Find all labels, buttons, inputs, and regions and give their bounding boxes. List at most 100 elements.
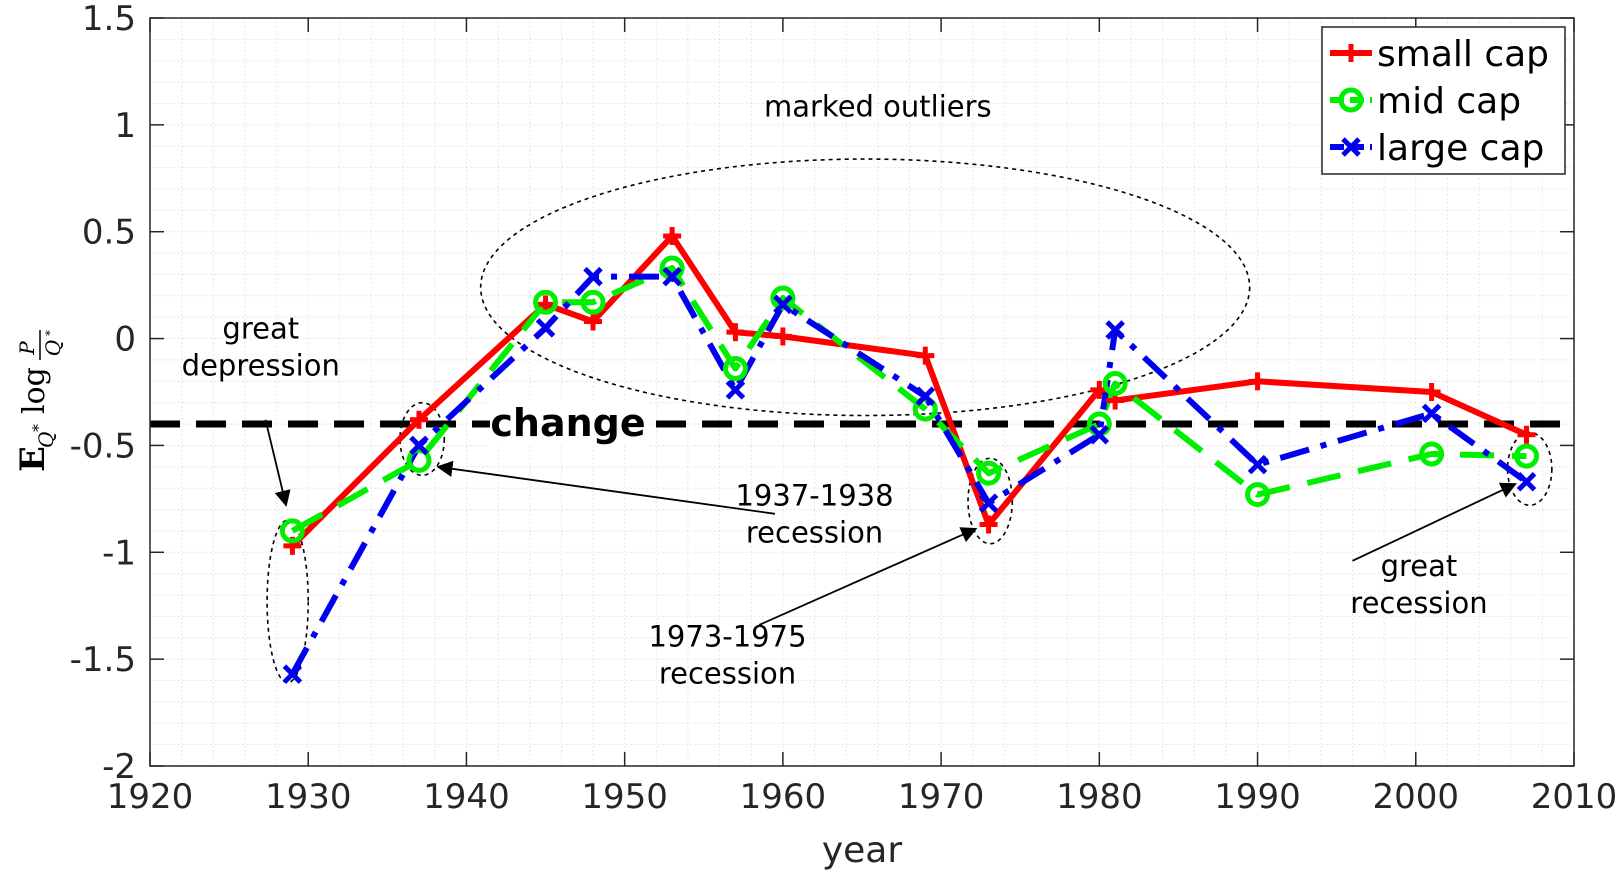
data-point-small-cap [773, 327, 792, 346]
data-point-mid-cap [406, 447, 432, 473]
data-point-mid-cap [722, 355, 748, 381]
marker-stroke [915, 386, 936, 407]
marker-stroke [1089, 424, 1110, 445]
data-point-large-cap [978, 493, 999, 513]
annotation-text: 1937-1938 [735, 478, 893, 512]
x-axis-label: year [822, 830, 903, 871]
annotation-text: marked outliers [764, 89, 992, 123]
x-tick-label: 1960 [740, 777, 827, 817]
svg-text:*: * [43, 330, 57, 336]
data-point-large-cap [662, 266, 682, 287]
data-point-large-cap [535, 318, 556, 338]
data-point-small-cap [584, 312, 603, 331]
series-markers [279, 226, 1540, 684]
data-point-large-cap [1089, 424, 1110, 445]
y-tick-label: 0.5 [82, 213, 136, 253]
data-point-mid-cap [1102, 370, 1128, 396]
annotation-arrow [758, 527, 978, 626]
marker-stroke [1421, 403, 1442, 424]
annotation-text: depression [182, 349, 340, 383]
outlier-ellipse [479, 158, 1251, 417]
data-point-large-cap [773, 294, 793, 315]
data-point-mid-cap [770, 285, 796, 311]
legend-marker [1342, 44, 1360, 62]
data-point-mid-cap [279, 518, 305, 544]
y-tick-label: -1.5 [70, 640, 136, 680]
annotation-text: great [1381, 549, 1458, 583]
outlier-ellipse [399, 401, 446, 477]
x-tick-label: 1970 [898, 777, 985, 817]
y-axis-label: E Q * log P Q * [13, 330, 65, 472]
svg-text:log: log [17, 367, 52, 414]
data-point-small-cap [1248, 372, 1267, 391]
marker-stroke [535, 318, 556, 338]
svg-text:E: E [13, 446, 53, 472]
annotation-text: great [222, 312, 299, 346]
legend-label: mid cap [1377, 81, 1521, 122]
series-line-mid-cap [290, 265, 1527, 534]
data-point-large-cap [409, 435, 429, 456]
x-tick-label: 1940 [423, 777, 510, 817]
x-tick-labels: 1920 1930 1940 1950 1960 1970 1980 1990 2000 2010 [107, 777, 1618, 817]
annotation-marked-outliers: marked outliers [764, 89, 992, 123]
data-point-small-cap [409, 410, 428, 429]
data-point-large-cap [1105, 320, 1125, 340]
data-point-large-cap [725, 380, 746, 400]
marker-stroke [409, 435, 429, 456]
marker-stroke [583, 266, 603, 287]
axis-ticks [149, 17, 1575, 767]
data-point-large-cap [1516, 471, 1537, 492]
outlier-ellipse [266, 519, 310, 684]
marker-stroke [282, 664, 303, 684]
data-point-small-cap [979, 515, 998, 534]
data-point-mid-cap [1245, 482, 1271, 508]
annotation-arrow [436, 460, 776, 515]
y-tick-labels: -2 -1.5 -1 -0.5 0 0.5 1 1.5 [70, 0, 136, 787]
annotation-text: recession [659, 656, 796, 690]
plot-frame [149, 17, 1575, 767]
y-tick-label: 0 [114, 320, 136, 360]
x-tick-label: 1980 [1056, 777, 1143, 817]
svg-text:*: * [29, 424, 48, 432]
series-line-large-cap [289, 273, 1529, 676]
marker-stroke [662, 266, 682, 287]
data-point-small-cap [1517, 425, 1536, 444]
y-tick-label: 1.5 [82, 0, 136, 39]
marker-stroke [1247, 454, 1268, 475]
marker-stroke [1516, 471, 1537, 492]
annotation-text: 1973-1975 [648, 619, 806, 653]
data-point-large-cap [583, 266, 603, 287]
y-tick-label: -2 [102, 747, 136, 787]
data-point-mid-cap [533, 289, 559, 315]
y-tick-label: -0.5 [70, 426, 136, 466]
change-label-bg [490, 402, 650, 447]
marker-stroke [1105, 320, 1125, 340]
outlier-ellipse [967, 457, 1014, 545]
x-tick-label: 1990 [1214, 777, 1301, 817]
data-point-large-cap [1421, 403, 1442, 424]
legend-item-large-cap: large cap [1330, 128, 1544, 169]
data-point-mid-cap [976, 460, 1002, 486]
x-tick-label: 2010 [1531, 777, 1618, 817]
marker-stroke [978, 493, 999, 513]
change-label: change [490, 401, 645, 445]
data-point-large-cap [915, 386, 936, 407]
data-point-mid-cap [580, 289, 606, 315]
x-tick-label: 1950 [581, 777, 668, 817]
y-tick-label: -1 [102, 533, 136, 573]
annotation-text: recession [1350, 586, 1487, 620]
legend-item-small-cap: small cap [1330, 34, 1549, 75]
legend-marker [1338, 87, 1364, 113]
annotation-arrow [1352, 482, 1517, 562]
data-point-small-cap [726, 323, 745, 342]
svg-text:P: P [15, 341, 39, 356]
minor-grid [149, 17, 1575, 767]
x-tick-label: 1930 [265, 777, 352, 817]
annotation-arrow [264, 419, 291, 507]
legend-item-mid-cap: mid cap [1330, 81, 1521, 122]
